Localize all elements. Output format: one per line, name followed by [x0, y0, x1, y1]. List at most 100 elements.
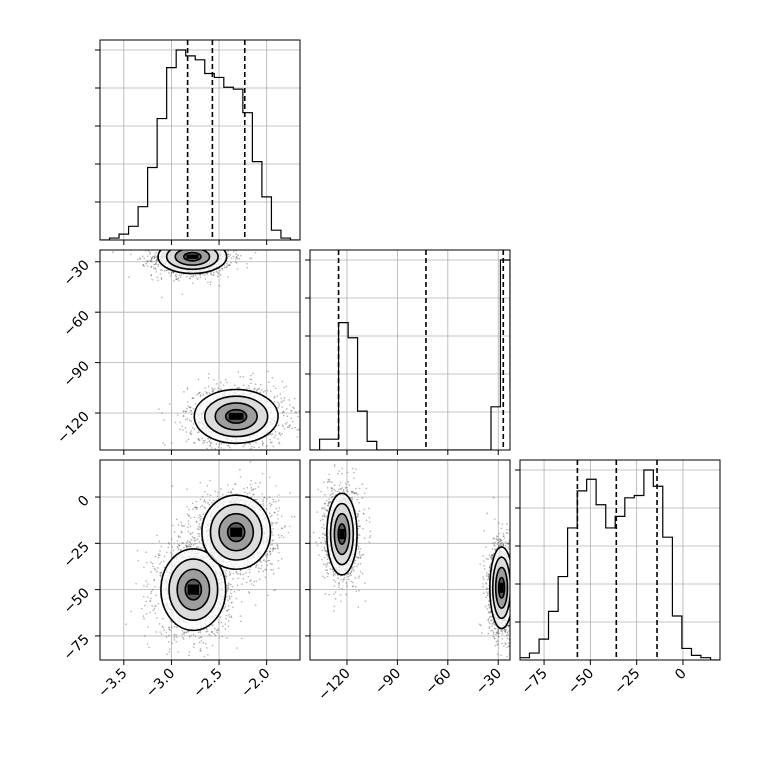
sample-point — [162, 442, 164, 444]
sample-point — [112, 251, 114, 253]
sample-point — [178, 247, 180, 249]
sample-point — [191, 245, 193, 247]
sample-point — [186, 247, 188, 249]
sample-point — [250, 375, 252, 377]
sample-point — [265, 554, 267, 556]
sample-point — [216, 443, 218, 445]
sample-point — [155, 271, 157, 273]
sample-point — [195, 247, 197, 249]
sample-point — [150, 598, 152, 600]
sample-point — [168, 626, 170, 628]
sample-point — [262, 442, 264, 444]
sample-point — [246, 493, 248, 495]
sample-point — [193, 423, 195, 425]
sample-point — [214, 388, 216, 390]
sample-point — [278, 499, 280, 501]
sample-point — [194, 244, 196, 246]
sample-point — [214, 246, 216, 248]
sample-point — [275, 431, 277, 433]
sample-point — [248, 385, 250, 387]
sample-point — [246, 451, 248, 453]
sample-point — [194, 243, 196, 245]
sample-point — [251, 446, 253, 448]
sample-point — [170, 275, 172, 277]
scatter-panel-1-3 — [100, 460, 300, 673]
sample-point — [153, 264, 155, 266]
sample-point — [181, 244, 183, 246]
sample-point — [147, 643, 149, 645]
sample-point — [264, 390, 266, 392]
sample-point — [208, 246, 210, 248]
sample-point — [272, 433, 274, 435]
sample-point — [214, 491, 216, 493]
sample-point — [201, 244, 203, 246]
sample-point — [237, 254, 239, 256]
sample-point — [198, 243, 200, 245]
density-peak — [186, 255, 198, 259]
sample-point — [164, 270, 166, 272]
sample-point — [143, 258, 145, 260]
sample-point — [220, 447, 222, 449]
sample-point — [283, 411, 285, 413]
sample-point — [220, 388, 222, 390]
sample-point — [178, 548, 180, 550]
sample-point — [294, 427, 296, 429]
sample-point — [198, 637, 200, 639]
sample-point — [240, 615, 242, 617]
sample-point — [216, 383, 218, 385]
sample-point — [234, 237, 236, 239]
sample-point — [251, 487, 253, 489]
sample-point — [223, 607, 225, 609]
sample-point — [257, 388, 259, 390]
sample-point — [239, 376, 241, 378]
sample-point — [161, 633, 163, 635]
sample-point — [205, 246, 207, 248]
sample-point — [213, 633, 215, 635]
sample-point — [209, 244, 211, 246]
sample-point — [185, 427, 187, 429]
sample-point — [210, 443, 212, 445]
sample-point — [202, 443, 204, 445]
sample-point — [192, 240, 194, 242]
sample-point — [275, 589, 277, 591]
sample-point — [208, 377, 210, 379]
sample-point — [186, 542, 188, 544]
sample-point — [152, 563, 154, 565]
sample-point — [164, 243, 166, 245]
sample-point — [230, 237, 232, 239]
sample-point — [201, 243, 203, 245]
sample-point — [273, 590, 275, 592]
sample-point — [240, 255, 242, 257]
sample-point — [195, 237, 197, 239]
sample-point — [198, 242, 200, 244]
sample-point — [183, 410, 185, 412]
sample-point — [204, 274, 206, 276]
sample-point — [233, 256, 235, 258]
sample-point — [199, 247, 201, 249]
sample-point — [218, 622, 220, 624]
sample-point — [210, 281, 212, 283]
sample-point — [270, 442, 272, 444]
sample-point — [146, 601, 148, 603]
sample-point — [237, 258, 239, 260]
sample-point — [232, 607, 234, 609]
sample-point — [305, 398, 307, 400]
sample-point — [168, 635, 170, 637]
sample-point — [220, 242, 222, 244]
sample-point — [237, 460, 239, 462]
sample-point — [228, 491, 230, 493]
sample-point — [216, 632, 218, 634]
sample-point — [208, 246, 210, 248]
sample-point — [197, 538, 199, 540]
sample-point — [189, 277, 191, 279]
sample-point — [196, 669, 198, 671]
sample-point — [204, 247, 206, 249]
sample-point — [182, 429, 184, 431]
sample-point — [159, 563, 161, 565]
sample-point — [189, 243, 191, 245]
sample-point — [236, 262, 238, 264]
sample-point — [287, 415, 289, 417]
sample-point — [192, 241, 194, 243]
sample-point — [230, 248, 232, 250]
sample-point — [183, 248, 185, 250]
